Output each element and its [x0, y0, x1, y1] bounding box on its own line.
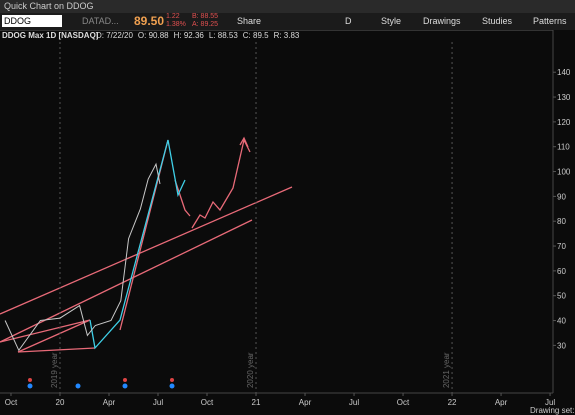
x-tick-label: Jul — [545, 398, 555, 407]
x-tick-label: 22 — [448, 398, 457, 407]
last-price: 89.50 — [134, 14, 165, 28]
event-icons — [27, 378, 175, 389]
footer: Drawing set: Def — [530, 406, 575, 415]
y-tick-label: 80 — [557, 217, 566, 226]
ohlc-info: R: 3.83 — [274, 31, 300, 40]
y-tick-label: 90 — [557, 192, 566, 201]
change-pct: 1.38% — [166, 21, 186, 28]
x-tick-label: Apr — [495, 398, 508, 407]
y-tick-label: 70 — [557, 242, 566, 251]
description: DATAD... — [82, 16, 119, 26]
cyan-drawings — [89, 139, 186, 350]
change: 1.22 — [166, 13, 180, 20]
y-tick-label: 60 — [557, 267, 566, 276]
y-tick-label: 130 — [557, 93, 571, 102]
period-button[interactable]: D — [345, 16, 352, 26]
year-label: 2019 year — [50, 352, 59, 388]
y-tick-label: 120 — [557, 118, 571, 127]
chart: DDOG Max 1D [NASDAQ] D: 7/22/20 O: 90.88 H… — [0, 30, 575, 415]
y-tick-label: 30 — [557, 341, 566, 350]
studies-button[interactable]: Studies — [482, 16, 513, 26]
ask: A: 89.25 — [192, 21, 219, 28]
x-tick-label: Apr — [103, 398, 116, 407]
bid: B: 88.55 — [192, 13, 219, 20]
window-title: Quick Chart on DDOG — [0, 0, 575, 13]
x-tick-label: Oct — [5, 398, 18, 407]
toolbar: DDOG DATAD... 89.50 1.22 1.38% B: 88.55 … — [0, 13, 575, 31]
ohlc-info: C: 89.5 — [243, 31, 269, 40]
ohlc-info: O: 90.88 — [138, 31, 169, 40]
style-button[interactable]: Style — [381, 16, 402, 26]
drawings-button[interactable]: Drawings — [423, 16, 461, 26]
x-tick-label: Jul — [153, 398, 163, 407]
x-tick-label: Oct — [397, 398, 410, 407]
y-tick-label: 50 — [557, 292, 566, 301]
x-tick-label: Apr — [299, 398, 312, 407]
ohlc-info: D: 7/22/20 — [96, 31, 133, 40]
x-tick-label: 21 — [252, 398, 261, 407]
y-tick-label: 110 — [557, 143, 570, 152]
patterns-button[interactable]: Patterns — [533, 16, 567, 26]
ohlc-info: L: 88.53 — [209, 31, 238, 40]
x-tick-label: Oct — [201, 398, 214, 407]
y-tick-label: 100 — [557, 168, 571, 177]
price-line — [4, 162, 161, 352]
year-label: 2021 year — [442, 352, 451, 388]
ohlc-info: H: 92.36 — [174, 31, 205, 40]
share-button[interactable]: Share — [237, 16, 262, 26]
year-label: 2020 year — [246, 352, 255, 388]
chart-title: DDOG Max 1D [NASDAQ] — [2, 31, 99, 40]
x-tick-label: 20 — [56, 398, 65, 407]
y-tick-label: 40 — [557, 317, 566, 326]
x-tick-label: Jul — [349, 398, 359, 407]
y-axis-band — [553, 30, 575, 415]
y-tick-label: 140 — [557, 68, 571, 77]
symbol-input[interactable]: DDOG — [2, 15, 62, 27]
